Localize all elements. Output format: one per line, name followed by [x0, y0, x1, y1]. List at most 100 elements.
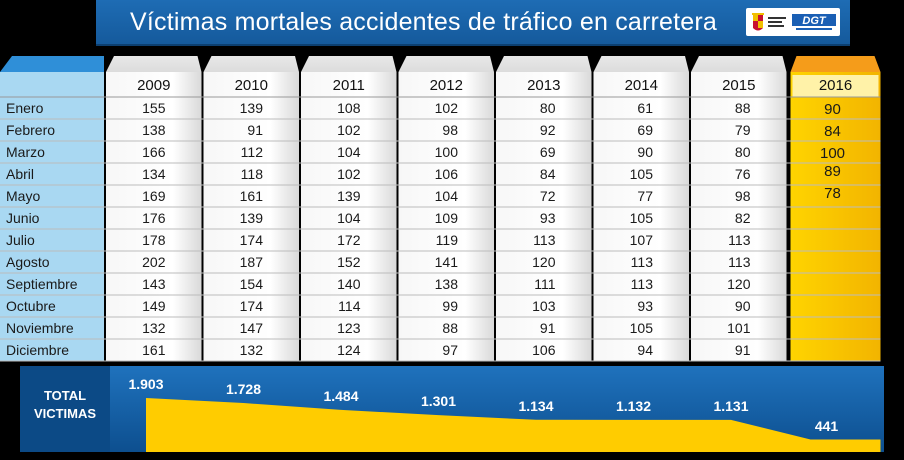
- dgt-logo-icon: DGT: [792, 14, 836, 30]
- year-header-2010: 2010: [234, 77, 268, 94]
- table-cell: 102: [434, 100, 458, 116]
- table-cell: 101: [727, 320, 751, 336]
- month-label: Febrero: [6, 122, 56, 138]
- table-cell: 154: [239, 276, 263, 292]
- table-cell: 166: [142, 144, 166, 160]
- month-label: Marzo: [6, 144, 45, 160]
- table-cell: 84: [539, 166, 556, 182]
- table-cell: 79: [734, 122, 751, 138]
- table-cell: 132: [239, 342, 263, 358]
- month-label: Junio: [6, 210, 40, 226]
- table-cell: 174: [239, 298, 263, 314]
- table-cell: 84: [824, 123, 841, 140]
- year-header-2016: 2016: [818, 77, 853, 94]
- table-cell: 78: [824, 185, 841, 202]
- table-cell: 169: [142, 188, 166, 204]
- table-cell: 99: [442, 298, 458, 314]
- total-value: 1.728: [225, 381, 262, 397]
- table-cell: 134: [142, 166, 166, 182]
- month-label: Noviembre: [6, 320, 74, 336]
- year-column: [301, 72, 397, 361]
- total-value: 441: [814, 417, 839, 434]
- svg-text:DGT: DGT: [802, 15, 827, 27]
- table-cell: 91: [247, 122, 263, 138]
- year-header-2014: 2014: [624, 77, 658, 94]
- table-cell: 187: [239, 254, 263, 270]
- table-cell: 111: [534, 276, 556, 292]
- table-cell: 178: [142, 232, 166, 248]
- logos: DGT: [746, 8, 840, 36]
- table-cell: 97: [442, 342, 458, 358]
- total-area: [146, 398, 881, 452]
- total-value: 1.131: [713, 397, 749, 414]
- year-header-2016-bg: [792, 75, 879, 97]
- table-cell: 90: [637, 144, 653, 160]
- table-cell: 103: [532, 298, 556, 314]
- table-cell: 109: [434, 210, 458, 226]
- year-column: [398, 72, 494, 361]
- table-cell: 106: [434, 166, 458, 182]
- table-cell: 77: [637, 188, 653, 204]
- month-column: [0, 72, 104, 361]
- year-column: [691, 72, 787, 361]
- table-cell: 124: [337, 342, 361, 358]
- table-cell: 114: [338, 298, 361, 314]
- table-cell: 113: [630, 254, 653, 270]
- table-cell: 93: [539, 210, 556, 226]
- table-cell: 102: [337, 122, 361, 138]
- table-cell: 100: [434, 144, 458, 160]
- table-cell: 123: [337, 320, 361, 336]
- year-header-2015: 2015: [722, 77, 756, 94]
- total-value: 1.484: [323, 387, 359, 404]
- table-cell: 100: [819, 145, 846, 162]
- spain-shield-icon: [752, 13, 764, 31]
- table-cell: 141: [434, 254, 458, 270]
- year-column: [496, 72, 592, 361]
- month-label: Agosto: [6, 254, 50, 270]
- total-label: VICTIMAS: [33, 406, 97, 421]
- table-cell: 80: [734, 144, 751, 160]
- table-cell: 90: [824, 101, 841, 118]
- total-label: TOTAL: [43, 388, 87, 403]
- table-cell: 105: [629, 320, 653, 336]
- table-cell: 76: [734, 166, 751, 182]
- year-header-2013: 2013: [527, 77, 561, 94]
- total-value: 1.134: [518, 397, 554, 414]
- table-cell: 104: [434, 188, 458, 204]
- table-cell: 69: [539, 144, 556, 160]
- table-cell: 143: [142, 276, 166, 292]
- year-header-2012: 2012: [429, 77, 463, 94]
- total-value: 1.301: [420, 393, 457, 410]
- table-cell: 132: [142, 320, 166, 336]
- ministry-text-icon: [768, 17, 786, 27]
- table-cell: 138: [434, 276, 458, 292]
- month-label: Octubre: [6, 298, 56, 314]
- total-value: 1.903: [128, 376, 164, 392]
- table-cell: 202: [142, 254, 166, 270]
- table-cell: 89: [824, 163, 841, 180]
- table-cell: 174: [239, 232, 263, 248]
- table-cell: 102: [337, 166, 361, 182]
- table-cell: 98: [734, 188, 751, 204]
- table-cell: 94: [637, 342, 653, 358]
- year-header-2011: 2011: [332, 77, 365, 94]
- table-cell: 91: [734, 342, 751, 358]
- month-label: Mayo: [6, 188, 41, 204]
- table-cell: 105: [629, 166, 653, 182]
- table-cell: 138: [142, 122, 166, 138]
- table-cell: 90: [734, 298, 751, 314]
- year-column-2016: [790, 72, 881, 361]
- table-cell: 113: [630, 276, 653, 292]
- table-cell: 119: [435, 232, 458, 248]
- month-label: Diciembre: [6, 342, 70, 358]
- table-cell: 147: [239, 320, 263, 336]
- title-bar: Víctimas mortales accidentes de tráfico …: [96, 0, 850, 46]
- total-label-box: [20, 366, 110, 452]
- table-cell: 88: [442, 320, 458, 336]
- table-cell: 113: [728, 232, 751, 248]
- table-cell: 104: [337, 144, 361, 160]
- year-header-2009: 2009: [137, 77, 171, 94]
- table-cell: 93: [637, 298, 653, 314]
- table-cell: 104: [337, 210, 361, 226]
